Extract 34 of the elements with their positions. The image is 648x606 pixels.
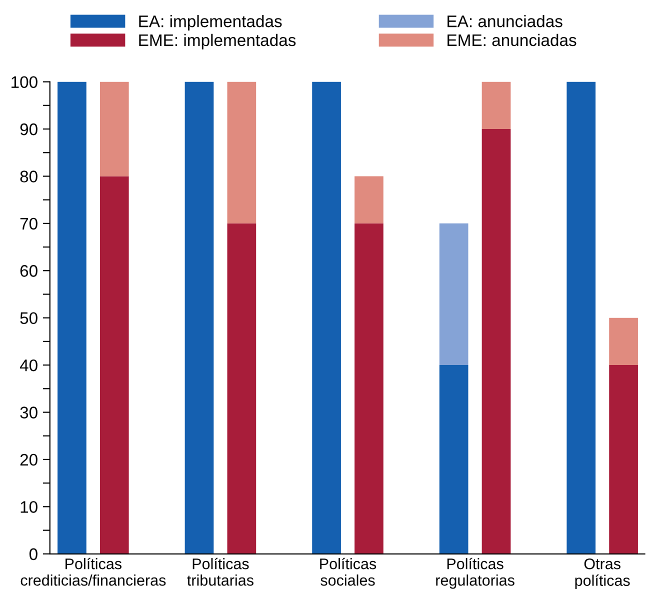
- y-tick-label: 60: [20, 265, 38, 277]
- legend-label: EME: implementadas: [139, 34, 296, 50]
- y-tick-label: 70: [20, 218, 38, 230]
- bar: [482, 82, 511, 130]
- y-tick-label: 20: [20, 454, 38, 466]
- y-tick-label: 90: [20, 123, 38, 136]
- y-tick-label: 10: [20, 501, 38, 513]
- y-tick-label: 80: [20, 170, 38, 182]
- bar: [184, 82, 214, 554]
- x-tick-label: Políticas regulatorias: [436, 558, 514, 589]
- bar: [609, 318, 638, 366]
- legend-label: EA: anunciadas: [448, 15, 562, 28]
- y-tick-label: 50: [20, 312, 38, 324]
- x-tick-label: Políticas sociales: [320, 558, 376, 586]
- bar: [566, 82, 596, 554]
- bar: [100, 82, 129, 176]
- x-tick-label: Políticas tributarias: [187, 558, 254, 586]
- legend-label: EME: anunciadas: [448, 34, 576, 46]
- bar: [227, 223, 256, 554]
- bar: [100, 176, 129, 554]
- x-tick-label: Otras políticas: [575, 558, 630, 589]
- bar: [354, 176, 384, 224]
- bar: [58, 82, 86, 554]
- bar: [439, 365, 468, 554]
- y-tick-label: 30: [20, 406, 38, 418]
- bar: [312, 82, 341, 554]
- legend-label: EA: implementadas: [139, 15, 282, 31]
- bar: [482, 129, 511, 554]
- y-tick-label: 100: [12, 76, 38, 88]
- y-tick-label: 40: [20, 359, 38, 372]
- bar: [439, 223, 468, 366]
- bar: [354, 223, 384, 554]
- bar: [609, 365, 638, 554]
- bar: [227, 82, 256, 224]
